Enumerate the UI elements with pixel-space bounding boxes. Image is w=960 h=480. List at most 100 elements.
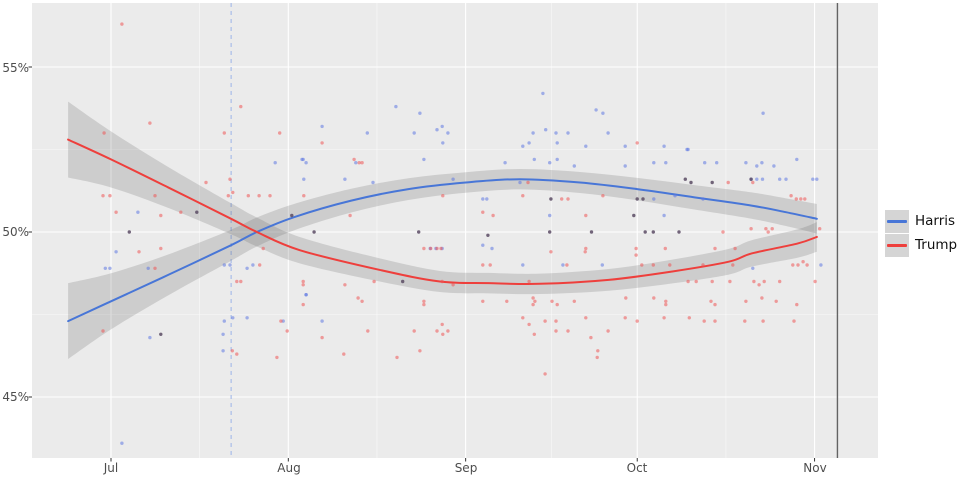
harris-poll-point [541,91,545,96]
overlap-poll-point [641,197,645,201]
trump-poll-point [320,335,324,340]
harris-poll-point [572,164,576,168]
trump-poll-point [805,263,809,267]
harris-poll-point [422,157,426,162]
x-tick-label-aug: Aug [277,461,301,475]
harris-poll-point [273,161,277,165]
harris-poll-point [819,263,823,267]
trump-poll-point [728,279,732,284]
overlap-poll-point [290,213,294,218]
harris-poll-point [371,180,375,185]
trump-poll-point [595,355,599,360]
trump-poll-point [583,250,587,254]
trump-poll-point [634,253,638,257]
trump-poll-point [635,141,639,145]
trump-poll-point [228,177,232,181]
harris-poll-point [623,144,627,148]
x-tick-label-jul: Jul [103,461,119,475]
trump-poll-point [153,194,157,198]
overlap-poll-point [549,197,553,201]
trump-poll-point [566,329,570,333]
trump-poll-point [159,213,163,218]
overlap-poll-point [195,210,199,214]
harris-poll-point [521,263,525,267]
harris-poll-point [531,131,535,135]
trump-poll-point [439,246,443,251]
trump-poll-point [744,299,748,303]
harris-poll-point [481,243,485,247]
x-tick-label-sep: Sep [454,461,478,475]
trump-poll-point [230,349,234,353]
harris-poll-point [566,131,570,135]
harris-poll-point [751,266,755,270]
trump-poll-point [153,266,157,270]
trump-poll-point [589,335,593,340]
trump-poll-point [179,210,183,214]
trump-poll-point [726,180,730,185]
overlap-poll-point [548,230,552,234]
trump-poll-point [760,296,764,300]
trump-poll-point [429,246,433,251]
harris-poll-point [594,108,598,112]
overlap-poll-point [677,230,681,234]
harris-poll-point [114,250,118,254]
trump-poll-point [766,230,770,234]
trump-line-swatch [887,243,907,247]
harris-poll-point [146,266,150,270]
trump-poll-point [275,355,279,360]
trump-poll-point [757,283,761,287]
harris-poll-point [548,161,552,165]
harris-poll-point [652,197,656,201]
harris-trend-line [67,178,818,323]
trump-poll-point [532,332,536,336]
legend-item-trump: Trump [885,233,957,257]
harris-poll-point [652,161,656,165]
harris-poll-point [354,161,358,165]
trump-poll-point [709,299,713,303]
trump-poll-point [258,263,262,267]
harris-poll-point [481,197,485,201]
trump-poll-point [352,157,356,162]
harris-poll-point [435,128,439,132]
trump-poll-point [239,279,243,284]
trump-poll-point [226,194,230,198]
harris-poll-point [532,157,536,162]
harris-poll-point [412,131,416,135]
trump-confidence-band [68,101,817,295]
trump-poll-point [491,213,495,218]
harris-poll-point [555,141,559,145]
trump-poll-point [713,246,717,251]
trump-poll-point [531,296,535,300]
harris-poll-point [527,141,531,145]
harris-line-swatch [887,219,907,223]
trump-poll-point [301,283,305,287]
trump-poll-point [533,299,537,303]
harris-poll-point [554,131,558,135]
overlap-poll-point [312,230,316,234]
trump-poll-point [751,180,755,185]
trump-poll-point [652,296,656,300]
harris-poll-point [418,111,422,115]
trump-poll-point [279,319,283,323]
trump-poll-point [554,319,558,323]
trump-poll-point [762,279,766,284]
trump-poll-point [268,194,272,198]
trump-poll-point [204,180,208,185]
trump-poll-point [261,246,265,251]
harris-poll-point [815,177,819,181]
trump-poll-point [761,319,765,323]
trump-poll-point [505,299,509,303]
harris-poll-point [221,332,225,336]
trump-poll-point [527,279,531,284]
trump-poll-point [348,213,352,218]
trump-poll-point [257,194,261,198]
trump-poll-point [566,197,570,201]
trump-poll-point [356,296,360,300]
harris-poll-point [521,144,525,148]
harris-poll-point [811,177,815,181]
trump-poll-point [481,263,485,267]
trump-poll-point [395,355,399,360]
harris-poll-point [715,161,719,165]
harris-poll-point [761,111,765,115]
trump-poll-point [527,322,531,327]
